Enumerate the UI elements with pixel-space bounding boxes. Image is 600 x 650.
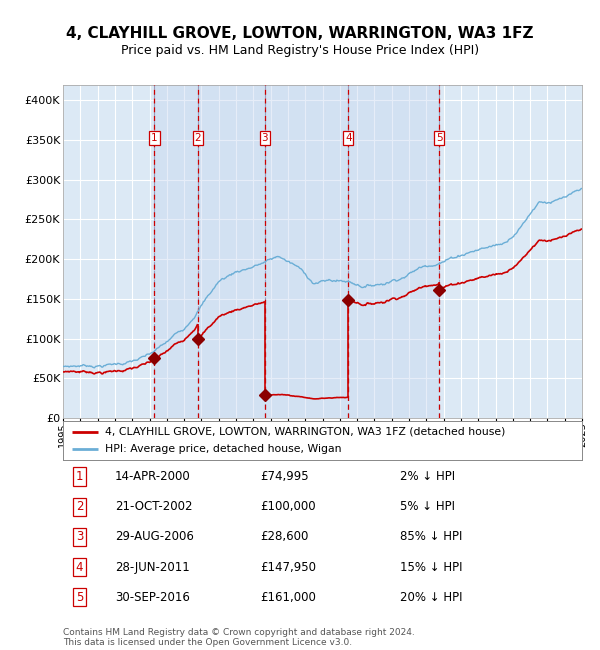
Text: 2: 2 (76, 500, 83, 514)
Text: 3: 3 (76, 530, 83, 543)
Text: 5% ↓ HPI: 5% ↓ HPI (400, 500, 455, 514)
Text: 2% ↓ HPI: 2% ↓ HPI (400, 470, 455, 483)
Text: 30-SEP-2016: 30-SEP-2016 (115, 591, 190, 604)
Text: 2: 2 (194, 133, 201, 143)
Text: 5: 5 (436, 133, 443, 143)
Text: £147,950: £147,950 (260, 560, 316, 573)
Text: Contains HM Land Registry data © Crown copyright and database right 2024.
This d: Contains HM Land Registry data © Crown c… (63, 628, 415, 647)
Text: 4, CLAYHILL GROVE, LOWTON, WARRINGTON, WA3 1FZ (detached house): 4, CLAYHILL GROVE, LOWTON, WARRINGTON, W… (104, 426, 505, 437)
Text: Price paid vs. HM Land Registry's House Price Index (HPI): Price paid vs. HM Land Registry's House … (121, 44, 479, 57)
Text: 28-JUN-2011: 28-JUN-2011 (115, 560, 190, 573)
Bar (154, 84, 198, 418)
Bar (265, 84, 348, 418)
Text: 20% ↓ HPI: 20% ↓ HPI (400, 591, 463, 604)
Text: £74,995: £74,995 (260, 470, 309, 483)
Text: 85% ↓ HPI: 85% ↓ HPI (400, 530, 463, 543)
Text: HPI: Average price, detached house, Wigan: HPI: Average price, detached house, Wiga… (104, 444, 341, 454)
Text: 1: 1 (151, 133, 158, 143)
Text: 4, CLAYHILL GROVE, LOWTON, WARRINGTON, WA3 1FZ: 4, CLAYHILL GROVE, LOWTON, WARRINGTON, W… (66, 26, 534, 41)
Text: 4: 4 (345, 133, 352, 143)
Text: 1: 1 (76, 470, 83, 483)
Text: 29-AUG-2006: 29-AUG-2006 (115, 530, 194, 543)
Text: 4: 4 (76, 560, 83, 573)
Text: 5: 5 (76, 591, 83, 604)
Text: £100,000: £100,000 (260, 500, 316, 514)
Text: £28,600: £28,600 (260, 530, 308, 543)
Text: 15% ↓ HPI: 15% ↓ HPI (400, 560, 463, 573)
Bar (198, 84, 265, 418)
Text: £161,000: £161,000 (260, 591, 316, 604)
Text: 14-APR-2000: 14-APR-2000 (115, 470, 191, 483)
Text: 21-OCT-2002: 21-OCT-2002 (115, 500, 193, 514)
Bar (348, 84, 439, 418)
Text: 3: 3 (262, 133, 268, 143)
